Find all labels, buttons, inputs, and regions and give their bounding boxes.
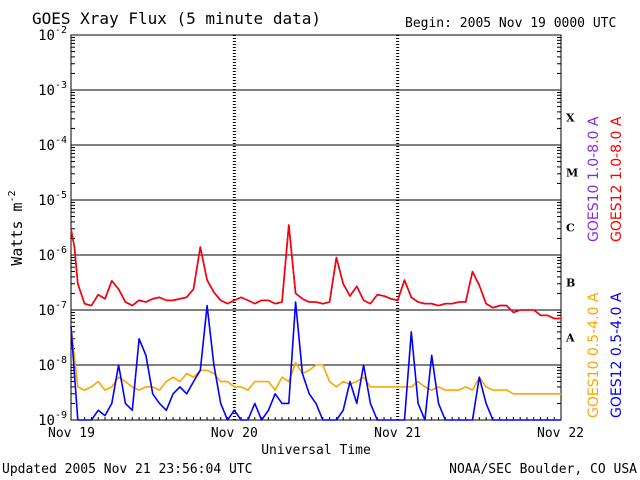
y-tick-label: 10-5	[38, 190, 67, 209]
grid	[71, 34, 561, 421]
flare-class-label: A	[565, 332, 575, 345]
y-tick-label: 10-2	[38, 25, 67, 44]
x-axis-label: Universal Time	[261, 443, 371, 458]
legend-goes12-long: GOES12 1.0-8.0 A	[609, 116, 625, 242]
y-axis-label-exponent: -2	[7, 190, 18, 202]
plot-area	[70, 34, 562, 421]
x-tick-label: Nov 19	[48, 426, 95, 441]
footer-updated: Updated 2005 Nov 21 23:56:04 UTC	[2, 462, 252, 477]
chart-title: GOES Xray Flux (5 minute data)	[32, 9, 321, 28]
series-line-3	[70, 301, 561, 421]
y-tick-label: 10-6	[38, 245, 67, 264]
x-tick-label: Nov 20	[211, 426, 258, 441]
begin-label: Begin: 2005 Nov 19 0000 UTC	[405, 16, 616, 31]
series-line-1	[70, 224, 561, 320]
flare-class-label: C	[566, 222, 575, 235]
y-axis-tick-labels: 10-2 10-3 10-4 10-5 10-6 10-7 10-8 10-9	[38, 25, 67, 429]
x-axis-tick-labels: Nov 19 Nov 20 Nov 21 Nov 22	[48, 426, 584, 441]
flare-class-label: B	[566, 277, 575, 290]
y-tick-label: 10-7	[38, 300, 67, 319]
series-line-2	[70, 326, 561, 395]
y-axis-label: Watts m-2	[7, 190, 26, 265]
series-layer	[70, 224, 561, 421]
y-tick-label: 10-9	[38, 410, 67, 429]
legend-goes10-short: GOES10 0.5-4.0 A	[586, 292, 602, 418]
legend-goes12-short: GOES12 0.5-4.0 A	[609, 292, 625, 418]
footer-source: NOAA/SEC Boulder, CO USA	[449, 462, 637, 477]
y-tick-label: 10-4	[38, 135, 67, 154]
legend: GOES10 1.0-8.0 A GOES12 1.0-8.0 A GOES10…	[586, 116, 625, 418]
x-tick-label: Nov 21	[374, 426, 421, 441]
flare-class-labels: X M C B A	[565, 112, 578, 345]
legend-goes10-long: GOES10 1.0-8.0 A	[586, 116, 602, 242]
flare-class-label: M	[566, 167, 578, 180]
y-tick-label: 10-3	[38, 80, 67, 99]
y-axis-label-main: Watts m	[8, 202, 26, 265]
x-tick-label: Nov 22	[537, 426, 584, 441]
svg-text:Watts m-2: Watts m-2	[7, 190, 26, 265]
y-tick-label: 10-8	[38, 355, 67, 374]
flare-class-label: X	[566, 112, 575, 125]
plot-frame	[70, 34, 562, 421]
